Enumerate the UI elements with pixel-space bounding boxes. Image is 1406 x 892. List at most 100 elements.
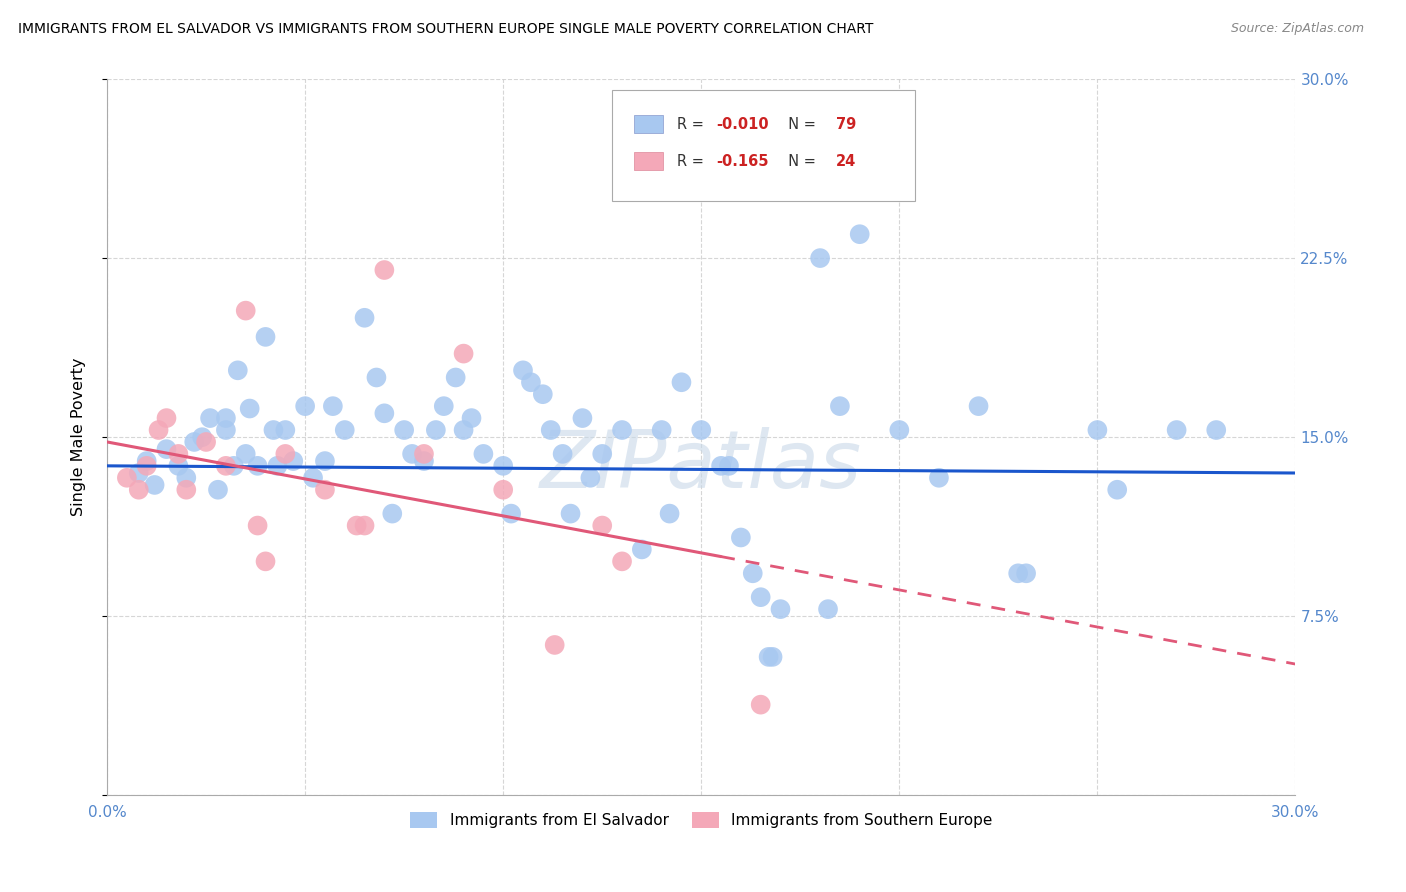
Point <box>1015 566 1038 581</box>
Point <box>512 363 534 377</box>
Point <box>226 363 249 377</box>
Point <box>761 649 783 664</box>
Point <box>928 471 950 485</box>
Text: ZIPatlas: ZIPatlas <box>540 427 862 505</box>
Point <box>239 401 262 416</box>
Text: 79: 79 <box>835 117 856 132</box>
Point <box>215 458 238 473</box>
Text: -0.010: -0.010 <box>717 117 769 132</box>
Point <box>183 434 205 449</box>
Point <box>346 518 368 533</box>
Text: R =: R = <box>678 117 709 132</box>
Legend: Immigrants from El Salvador, Immigrants from Southern Europe: Immigrants from El Salvador, Immigrants … <box>404 806 998 834</box>
Point <box>817 602 839 616</box>
Point <box>808 251 831 265</box>
Point <box>651 423 673 437</box>
Point <box>302 471 325 485</box>
Point <box>492 458 515 473</box>
Point <box>155 411 177 425</box>
Point <box>215 411 238 425</box>
Point <box>610 554 633 568</box>
Point <box>749 698 772 712</box>
Point <box>472 447 495 461</box>
Point <box>353 518 375 533</box>
Point <box>143 478 166 492</box>
Point <box>314 483 336 497</box>
Point <box>540 423 562 437</box>
Point <box>560 507 582 521</box>
Point <box>167 458 190 473</box>
Point <box>460 411 482 425</box>
Point <box>610 423 633 437</box>
Point <box>254 330 277 344</box>
FancyBboxPatch shape <box>612 90 915 201</box>
Point <box>492 483 515 497</box>
Text: N =: N = <box>779 117 820 132</box>
Point <box>531 387 554 401</box>
Point <box>889 423 911 437</box>
Point <box>198 411 221 425</box>
Point <box>195 434 218 449</box>
Point <box>381 507 404 521</box>
Point <box>191 430 214 444</box>
Point <box>155 442 177 457</box>
Point <box>758 649 780 664</box>
Point <box>1107 483 1129 497</box>
Point <box>444 370 467 384</box>
Point <box>544 638 567 652</box>
Point <box>789 108 811 122</box>
Point <box>294 399 316 413</box>
Point <box>591 447 613 461</box>
Point <box>115 471 138 485</box>
Point <box>222 458 245 473</box>
Point <box>274 447 297 461</box>
Point <box>274 423 297 437</box>
Point <box>413 454 436 468</box>
Point <box>591 518 613 533</box>
Point <box>235 447 257 461</box>
Text: R =: R = <box>678 153 709 169</box>
Point <box>128 466 150 480</box>
Point <box>373 263 395 277</box>
Point <box>1166 423 1188 437</box>
Point <box>392 423 415 437</box>
FancyBboxPatch shape <box>634 115 664 133</box>
Point <box>283 454 305 468</box>
Point <box>769 602 792 616</box>
Point <box>730 531 752 545</box>
Point <box>1007 566 1029 581</box>
Point <box>322 399 344 413</box>
Point <box>333 423 356 437</box>
Point <box>148 423 170 437</box>
Point <box>353 310 375 325</box>
Point <box>135 458 157 473</box>
Text: -0.165: -0.165 <box>717 153 769 169</box>
Point <box>176 483 198 497</box>
Point <box>551 447 574 461</box>
Point <box>571 411 593 425</box>
Point <box>710 458 733 473</box>
Point <box>246 458 269 473</box>
Point <box>658 507 681 521</box>
Point <box>501 507 523 521</box>
Point <box>246 518 269 533</box>
Point <box>413 447 436 461</box>
Point <box>235 303 257 318</box>
Text: IMMIGRANTS FROM EL SALVADOR VS IMMIGRANTS FROM SOUTHERN EUROPE SINGLE MALE POVER: IMMIGRANTS FROM EL SALVADOR VS IMMIGRANT… <box>18 22 873 37</box>
Point <box>848 227 870 242</box>
Point <box>207 483 229 497</box>
Point <box>425 423 447 437</box>
Point <box>828 399 851 413</box>
Text: Source: ZipAtlas.com: Source: ZipAtlas.com <box>1230 22 1364 36</box>
Point <box>749 590 772 604</box>
Point <box>520 376 543 390</box>
Text: N =: N = <box>779 153 820 169</box>
Point <box>373 406 395 420</box>
Point <box>366 370 388 384</box>
Point <box>254 554 277 568</box>
Point <box>176 471 198 485</box>
Point <box>1205 423 1227 437</box>
Point <box>262 423 284 437</box>
Point <box>671 376 693 390</box>
Point <box>1087 423 1109 437</box>
